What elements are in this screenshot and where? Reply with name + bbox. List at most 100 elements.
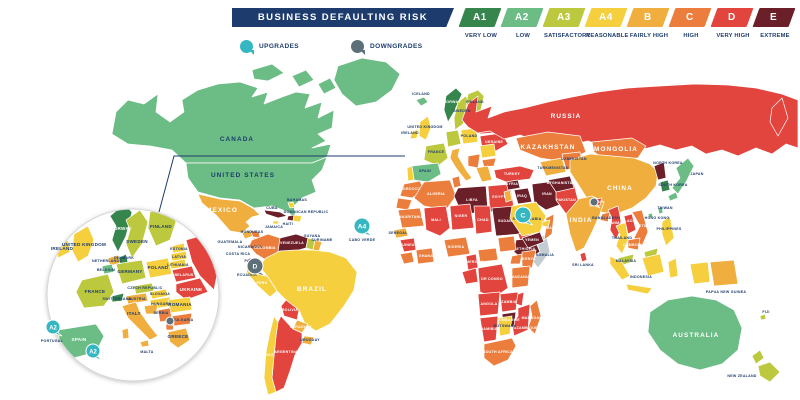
region-inset-belgium [101,263,115,275]
country-label: FIJI [762,310,769,314]
region-niger [449,203,475,231]
rating-label: VERY HIGH [716,33,750,39]
region-chile [263,315,279,396]
region-germany [445,129,462,148]
region-nigeria [443,236,471,258]
main-world-layer [111,57,799,396]
downgrade-legend-item: DOWNGRADES [351,40,422,53]
region-inset-italy [121,301,159,341]
rating-label: REASONABLE [586,33,629,39]
region-inset-switzerland [111,292,125,303]
region-sri-lanka [579,251,588,263]
country-label: HAITI [283,222,294,226]
region-ivory-coast-ghana [415,247,435,265]
inset-callout-line [158,155,405,213]
region-papua-new-guinea [709,259,739,287]
region-guinea [399,237,417,253]
region-inset-croatia [143,303,159,315]
region-kamchatka [769,97,789,137]
region-uruguay [301,335,315,346]
upgrade-badge-C: C [514,206,534,226]
rating-A2: A2 LOW [500,8,544,39]
region-iraq [513,187,533,205]
region-yemen [521,231,545,249]
region-mauritania [397,207,425,229]
region-arctic-island [251,63,285,82]
region-tanzania [511,265,531,289]
svg-text:C: C [521,213,526,220]
region-inset-slovakia [149,288,169,300]
region-chad [473,205,493,235]
upgrade-badge-A2: A2 [85,343,103,361]
region-inset-poland [145,257,173,279]
downgrade-label: DOWNGRADES [370,43,423,50]
region-venezuela [277,233,309,253]
region-vietnam [631,209,649,247]
country-label: ICELAND [412,92,430,96]
region-greece [475,165,493,183]
downgrade-bubble-icon [351,40,365,53]
region-turkmenistan [539,157,567,177]
region-central-african-republic [477,247,499,263]
europe-inset [46,208,220,382]
region-australia [647,295,743,371]
region-spain [411,162,442,183]
region-dr-congo [477,263,509,299]
region-inset-belarus [171,265,197,283]
rating-label: LOW [515,33,531,39]
region-balkans [467,153,481,169]
country-label: NEW ZEALAND [727,374,756,378]
region-namibia [479,315,499,343]
region-inset-greece [167,327,191,349]
region-arctic-island [317,77,337,95]
region-united-states [185,156,328,221]
region-inset-romania [167,296,193,314]
region-japan [671,157,695,195]
region-mali [423,205,451,237]
upgrade-bubble-icon [240,40,253,53]
region-italy [449,147,473,182]
region-sumatra [609,255,631,281]
region-ireland [409,128,419,140]
region-iceland [415,96,429,107]
region-hong-kong [647,212,654,219]
region-south-korea [659,179,671,193]
svg-text:A2: A2 [89,349,97,355]
region-cambodia [627,237,641,251]
region-botswana [497,315,513,337]
country-label: JAPAN [690,172,703,176]
downgrade-badge [589,197,601,209]
rating-chevron-A3: A3 [542,8,586,27]
rating-label: VERY LOW [464,33,498,39]
svg-text:A4: A4 [358,224,367,231]
rating-label: HIGH [683,33,699,39]
region-laos [623,213,637,235]
upgrade-badge-A2: A2 [45,319,63,337]
region-norway [443,87,463,123]
upgrade-label: UPGRADES [259,43,300,50]
rating-A1: A1 VERY LOW [458,8,502,39]
downgrade-badge [165,316,177,328]
region-france [423,142,449,167]
region-angola [477,291,501,317]
region-new-zealand-north [751,349,765,365]
region-romania [479,143,497,159]
region-west-papua [689,261,711,285]
region-java [625,283,653,295]
region-sierra-leone-liberia [399,251,415,265]
rating-label: EXTREME [760,33,790,39]
region-philippines [661,215,675,247]
region-inset-united-kingdom [71,225,95,263]
rating-chevron-A1: A1 [458,8,502,27]
rating-A3: A3 SATISFACTORY [542,8,590,39]
region-inset-germany [115,259,147,285]
region-bulgaria [481,157,497,168]
region-brazil [258,249,358,332]
region-taiwan [657,205,664,215]
rating-scale: A1 VERY LOW A2 LOW A3 SATISFACTORY A4 REASONABL… [458,8,796,39]
legend-title-banner: BUSINESS DEFAULTING RISK [232,8,454,27]
region-inset-norway [109,209,133,253]
region-jamaica [272,220,280,225]
country-label: COSTA RICA [226,252,251,256]
